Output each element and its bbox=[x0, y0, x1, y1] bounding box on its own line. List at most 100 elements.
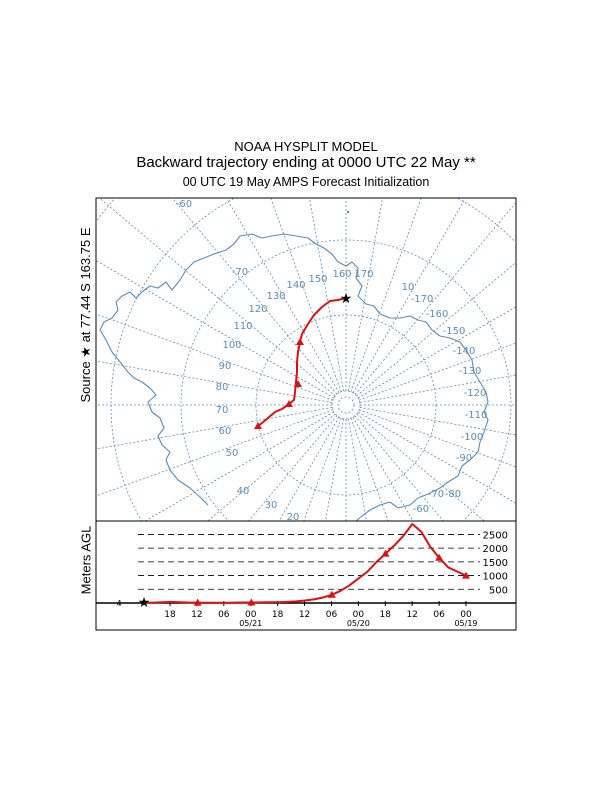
meridian-line bbox=[325, 418, 344, 521]
latitude-circle bbox=[337, 396, 355, 414]
time-tick-label: 06 bbox=[326, 610, 338, 620]
altitude-marker-triangle bbox=[327, 590, 336, 598]
altitude-marker-triangle bbox=[462, 571, 470, 579]
meridian-line bbox=[96, 360, 333, 403]
longitude-label: -150 bbox=[443, 326, 466, 337]
meridian-line bbox=[357, 411, 516, 504]
date-label: 05/19 bbox=[454, 619, 477, 628]
time-tick-label: 12 bbox=[406, 610, 417, 620]
trajectory-line bbox=[257, 297, 347, 427]
altitude-level-label: 2000 bbox=[483, 544, 508, 555]
altitude-marker-triangle bbox=[381, 549, 390, 557]
altitude-marker-triangle bbox=[435, 553, 444, 561]
time-tick-label: 00 bbox=[353, 610, 365, 620]
longitude-label: -170 bbox=[411, 294, 434, 305]
longitude-label: 10 bbox=[402, 282, 415, 293]
altitude-level-label: 500 bbox=[489, 585, 508, 596]
meridian-line bbox=[348, 418, 367, 521]
source-star-icon: ★ bbox=[340, 291, 353, 307]
longitude-label: 170 bbox=[354, 269, 373, 280]
meridian-line bbox=[207, 413, 336, 521]
trajectory-markers bbox=[254, 338, 304, 429]
longitude-label: 110 bbox=[233, 321, 252, 332]
time-tick-label: 06 bbox=[218, 610, 230, 620]
meridian-line bbox=[171, 198, 338, 395]
island-marker bbox=[347, 211, 349, 213]
meridian-line bbox=[144, 411, 335, 521]
meridian-line bbox=[354, 201, 516, 395]
longitude-label: -130 bbox=[459, 366, 482, 377]
meridian-line bbox=[309, 198, 344, 392]
meridian-line bbox=[350, 418, 389, 521]
altitude-marker-triangle bbox=[247, 598, 256, 606]
meridian-line bbox=[356, 261, 516, 397]
longitude-label: 140 bbox=[286, 280, 305, 291]
latitude-circle bbox=[180, 239, 512, 521]
meridian-line bbox=[350, 198, 422, 392]
antarctica-coastline bbox=[99, 233, 489, 521]
trajectory-marker-triangle bbox=[254, 422, 262, 429]
date-label: 05/20 bbox=[347, 619, 370, 628]
longitude-label: 50 bbox=[226, 448, 239, 459]
longitude-label: -100 bbox=[461, 432, 484, 443]
longitude-label: -120 bbox=[464, 388, 487, 399]
longitude-label: -110 bbox=[465, 410, 488, 421]
latitude-label: -70 bbox=[232, 267, 248, 278]
meridian-line bbox=[270, 198, 342, 392]
latitude-circle bbox=[110, 198, 516, 521]
trajectory-marker-triangle bbox=[296, 338, 304, 345]
altitude-level-label: 2500 bbox=[483, 530, 508, 541]
time-tick-label: 00 bbox=[460, 610, 472, 620]
altitude-levels: 500 1000 1500 2000 2500 bbox=[138, 530, 508, 596]
longitude-label: 30 bbox=[265, 500, 278, 511]
altitude-markers bbox=[193, 549, 470, 606]
longitude-label: 90 bbox=[219, 361, 232, 372]
longitude-label: 160 bbox=[332, 269, 351, 280]
meridian-line bbox=[248, 415, 338, 521]
longitude-label: -60 bbox=[413, 504, 429, 515]
date-label: 05/21 bbox=[239, 619, 262, 628]
trajectory-marker-triangle bbox=[294, 380, 302, 387]
trajectory-title: Backward trajectory ending at 0000 UTC 2… bbox=[136, 154, 476, 171]
time-tick-label: 00 bbox=[245, 610, 257, 620]
time-tick-label: 12 bbox=[299, 610, 310, 620]
time-tick-label: 18 bbox=[272, 610, 284, 620]
longitude-label: 80 bbox=[216, 382, 229, 393]
initialization-subtitle: 00 UTC 19 May AMPS Forecast Initializati… bbox=[182, 175, 430, 189]
altitude-profile bbox=[143, 523, 467, 604]
meridian-line bbox=[359, 409, 516, 468]
longitude-label: 120 bbox=[248, 304, 267, 315]
longitude-label: 100 bbox=[222, 340, 241, 351]
time-tick-label: 06 bbox=[433, 610, 445, 620]
meridian-line bbox=[357, 306, 516, 399]
altitude-start-star-icon: ★ bbox=[138, 595, 151, 611]
longitude-label: -90 bbox=[456, 453, 472, 464]
model-title: NOAA HYSPLIT MODEL bbox=[234, 139, 378, 154]
meridian-line bbox=[96, 409, 333, 497]
longitude-label: 20 bbox=[287, 512, 300, 523]
meridian-line bbox=[303, 418, 342, 521]
altitude-frame bbox=[95, 520, 517, 631]
altitude-marker-triangle bbox=[193, 598, 202, 606]
longitude-label: 70 bbox=[216, 405, 229, 416]
longitude-label: -140 bbox=[453, 346, 476, 357]
latitude-circle bbox=[331, 390, 361, 420]
meridian-line bbox=[348, 198, 383, 392]
longitude-label: -80 bbox=[445, 489, 461, 500]
meridian-line bbox=[352, 416, 414, 521]
time-tick-label: 18 bbox=[164, 610, 176, 620]
start-height-label: 4 bbox=[116, 599, 121, 608]
altitude-level-label: 1000 bbox=[483, 572, 508, 583]
meridian-line bbox=[278, 416, 340, 521]
time-tick-label: 18 bbox=[380, 610, 392, 620]
map-frame bbox=[95, 197, 517, 522]
longitude-label: 130 bbox=[266, 291, 285, 302]
latitude-label: -60 bbox=[176, 199, 192, 210]
time-tick-label: 12 bbox=[191, 610, 202, 620]
meridian-line bbox=[96, 407, 333, 450]
meridian-line bbox=[98, 198, 336, 397]
longitude-label: 150 bbox=[308, 274, 327, 285]
